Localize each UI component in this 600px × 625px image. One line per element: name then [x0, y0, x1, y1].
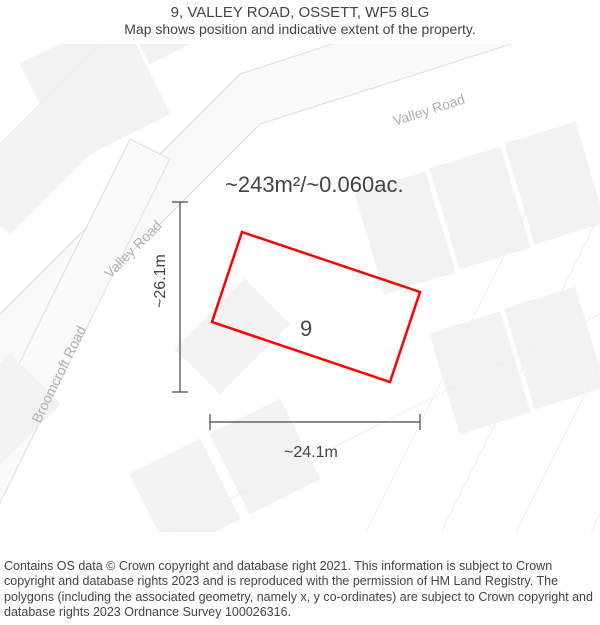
map-area: Valley RoadValley RoadBroomcroft Road ~2…: [0, 44, 600, 532]
dim-horizontal-label: ~24.1m: [284, 444, 338, 462]
footer-copyright: Contains OS data © Crown copyright and d…: [4, 559, 596, 622]
subtitle-line: Map shows position and indicative extent…: [0, 21, 600, 37]
dim-vertical-label: ~26.1m: [152, 254, 170, 308]
page: 9, VALLEY ROAD, OSSETT, WF5 8LG Map show…: [0, 0, 600, 625]
area-label: ~243m²/~0.060ac.: [225, 172, 404, 198]
address-line: 9, VALLEY ROAD, OSSETT, WF5 8LG: [0, 4, 600, 21]
house-number: 9: [300, 316, 312, 342]
header: 9, VALLEY ROAD, OSSETT, WF5 8LG Map show…: [0, 4, 600, 37]
